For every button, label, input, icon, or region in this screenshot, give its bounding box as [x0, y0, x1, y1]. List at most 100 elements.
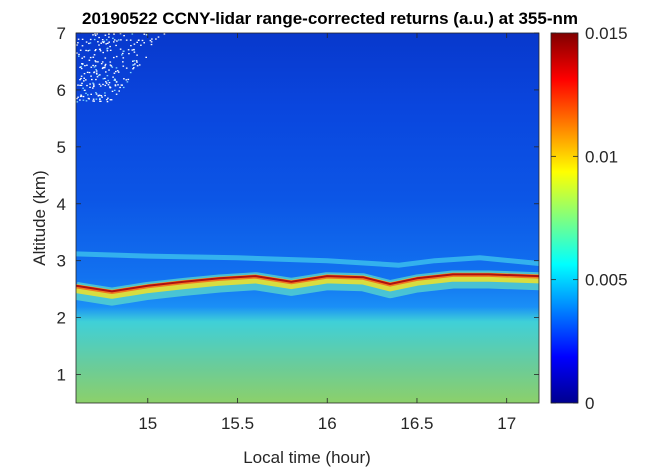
- noise-speckle: [108, 36, 110, 38]
- noise-speckle: [105, 43, 107, 45]
- noise-speckle: [95, 93, 98, 95]
- noise-speckle: [106, 101, 109, 103]
- noise-speckle: [163, 33, 166, 35]
- noise-speckle: [121, 54, 123, 56]
- noise-speckle: [100, 63, 103, 65]
- noise-speckle: [89, 86, 91, 88]
- noise-speckle: [122, 86, 125, 89]
- y-tick-label: 5: [57, 138, 66, 157]
- noise-speckle: [157, 36, 160, 38]
- noise-speckle: [95, 92, 97, 94]
- noise-speckle: [112, 76, 114, 78]
- noise-speckle: [128, 53, 130, 55]
- noise-speckle: [103, 66, 106, 69]
- noise-speckle: [92, 34, 94, 36]
- noise-speckle: [101, 39, 104, 41]
- noise-speckle: [94, 49, 96, 52]
- noise-speckle: [132, 68, 134, 70]
- noise-speckle: [150, 43, 153, 46]
- y-tick-label: 2: [57, 309, 66, 328]
- noise-speckle: [80, 67, 83, 70]
- noise-speckle: [99, 98, 101, 100]
- noise-speckle: [105, 71, 107, 73]
- noise-speckle: [76, 97, 78, 100]
- noise-speckle: [94, 34, 97, 37]
- noise-speckle: [94, 65, 97, 67]
- noise-speckle: [123, 78, 125, 80]
- noise-speckle: [76, 44, 78, 46]
- noise-speckle: [92, 64, 94, 67]
- noise-speckle: [93, 54, 96, 56]
- noise-speckle: [109, 61, 112, 63]
- noise-speckle: [110, 65, 113, 67]
- noise-speckle: [119, 48, 122, 50]
- noise-speckle: [76, 101, 79, 103]
- noise-speckle: [110, 99, 113, 101]
- noise-speckle: [129, 71, 132, 74]
- noise-speckle: [95, 49, 97, 51]
- noise-speckle: [80, 84, 83, 86]
- noise-speckle: [121, 52, 124, 55]
- noise-speckle: [93, 100, 95, 102]
- noise-speckle: [113, 41, 115, 43]
- noise-speckle: [99, 85, 102, 87]
- noise-speckle: [116, 40, 118, 42]
- noise-speckle: [97, 61, 99, 63]
- noise-speckle: [98, 94, 101, 96]
- noise-speckle: [81, 63, 83, 65]
- noise-speckle: [79, 79, 81, 81]
- noise-speckle: [104, 34, 107, 36]
- noise-speckle: [114, 79, 116, 81]
- noise-speckle: [82, 95, 85, 98]
- noise-speckle: [151, 38, 153, 40]
- noise-speckle: [104, 94, 106, 97]
- noise-speckle: [104, 77, 106, 80]
- noise-speckle: [95, 61, 97, 63]
- x-axis-label: Local time (hour): [243, 448, 371, 467]
- noise-speckle: [90, 66, 93, 68]
- noise-speckle: [106, 48, 108, 50]
- noise-speckle: [125, 67, 128, 69]
- noise-speckle: [80, 77, 82, 80]
- noise-speckle: [133, 67, 135, 69]
- noise-speckle: [109, 49, 112, 51]
- noise-speckle: [133, 43, 136, 45]
- noise-speckle: [104, 84, 107, 87]
- noise-speckle: [88, 71, 91, 74]
- noise-speckle: [100, 100, 102, 102]
- heatmap-background: [76, 33, 539, 403]
- noise-speckle: [83, 56, 86, 58]
- upper-aerosol-layer: [76, 251, 539, 268]
- noise-speckle: [102, 78, 105, 80]
- noise-speckle: [99, 100, 101, 102]
- noise-speckle: [92, 87, 94, 89]
- noise-speckle: [87, 97, 90, 100]
- noise-speckle: [131, 33, 134, 35]
- noise-speckle: [81, 63, 84, 65]
- noise-speckle: [117, 71, 120, 73]
- noise-speckle: [87, 94, 89, 96]
- noise-speckle: [95, 69, 97, 71]
- noise-speckle: [112, 37, 114, 39]
- noise-speckle: [87, 50, 89, 52]
- noise-speckle: [77, 84, 79, 86]
- noise-speckle: [79, 49, 82, 51]
- noise-speckle: [123, 35, 125, 37]
- noise-speckle: [76, 52, 78, 54]
- noise-speckle: [94, 60, 97, 62]
- noise-speckle: [135, 60, 138, 62]
- noise-speckle: [143, 33, 146, 35]
- noise-speckle: [83, 80, 85, 82]
- x-axis: 15 15.5 16 16.5 17: [138, 33, 516, 433]
- noise-speckle: [109, 64, 112, 66]
- noise-speckle: [125, 39, 128, 41]
- noise-speckle: [115, 93, 118, 95]
- noise-speckle: [104, 57, 107, 59]
- x-tick-label: 15.5: [221, 414, 254, 433]
- noise-speckle: [113, 39, 116, 41]
- noise-speckle: [127, 49, 130, 51]
- noise-speckle: [101, 41, 104, 43]
- noise-speckle: [85, 41, 88, 43]
- noise-speckle: [102, 83, 104, 86]
- heatmap-features: [76, 33, 539, 306]
